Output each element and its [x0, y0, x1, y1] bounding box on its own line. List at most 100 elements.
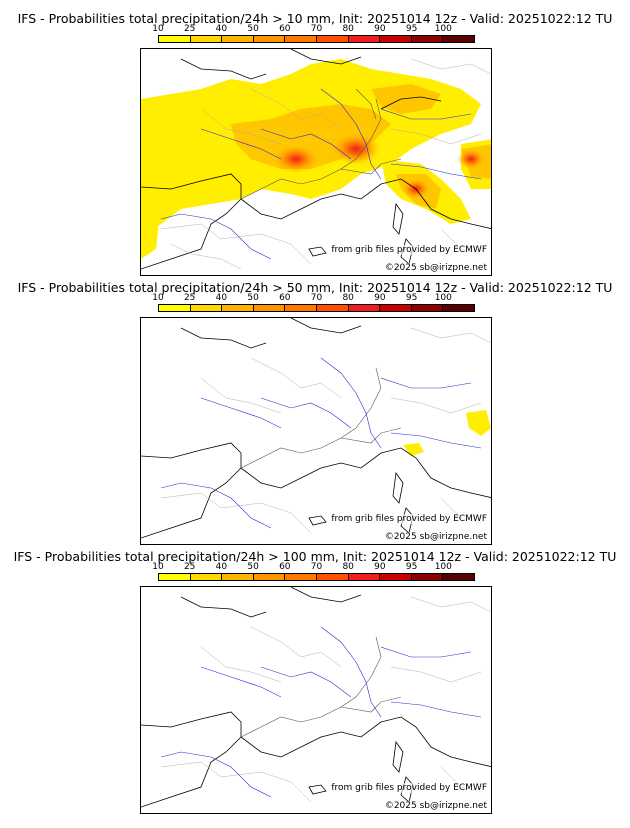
colorbar-tick-label: 10 [152, 562, 164, 572]
colorbar-swatch [443, 305, 474, 311]
copyright-credit: ©2025 sb@irizpne.net [384, 801, 487, 811]
colorbar-tick-label: 10 [152, 293, 164, 303]
colorbar-swatch [253, 305, 286, 311]
rivers [160, 626, 482, 798]
colorbar-labels: 10 25 40 50 60 70 80 90 95 100 [152, 24, 475, 35]
colorbar-tick-label: 80 [342, 24, 354, 34]
colorbar-swatch [380, 574, 412, 580]
precip-field-yellow [403, 410, 491, 456]
colorbar-swatch [159, 574, 191, 580]
colorbar-tick-label: 25 [183, 24, 196, 34]
colorbar-swatch [190, 305, 223, 311]
source-credit: from grib files provided by ECMWF [331, 783, 487, 793]
colorbar-swatch [316, 574, 349, 580]
colorbar-tick-label: 95 [405, 562, 418, 572]
coastline [141, 318, 491, 539]
colorbar-tick-label: 40 [215, 24, 228, 34]
colorbar-swatches [158, 304, 475, 312]
panel-title: IFS - Probabilities total precipitation/… [13, 549, 617, 564]
coastline [141, 587, 491, 808]
precip-map: from grib files provided by ECMWF ©2025 … [140, 317, 492, 545]
colorbar-tick-label: 80 [342, 293, 354, 303]
admin-lines [160, 596, 491, 803]
colorbar-tick-label: 40 [215, 562, 228, 572]
rivers [160, 357, 482, 529]
colorbar-swatch [222, 305, 254, 311]
colorbar-tick-label: 50 [247, 293, 259, 303]
source-credit: from grib files provided by ECMWF [331, 514, 487, 524]
precip-map: from grib files provided by ECMWF ©2025 … [140, 48, 492, 276]
borders [240, 636, 402, 738]
borders [240, 88, 402, 200]
colorbar-tick-label: 80 [342, 562, 354, 572]
colorbar-tick-label: 70 [310, 562, 323, 572]
colorbar-swatch [348, 305, 381, 311]
colorbar-swatch [159, 36, 191, 42]
colorbar-swatch [443, 574, 474, 580]
colorbar-labels: 10 25 40 50 60 70 80 90 95 100 [152, 293, 475, 304]
colorbar-swatch [316, 305, 349, 311]
colorbar-swatch [316, 36, 349, 42]
colorbar-swatch [285, 305, 317, 311]
colorbar-tick-label: 90 [374, 24, 386, 34]
copyright-credit: ©2025 sb@irizpne.net [384, 263, 487, 273]
colorbar-swatch [222, 36, 254, 42]
colorbar-tick-label: 25 [183, 562, 196, 572]
colorbar-swatch [285, 574, 317, 580]
colorbar-tick-label: 50 [247, 562, 259, 572]
colorbar-tick-label: 50 [247, 24, 259, 34]
colorbar-swatches [158, 573, 475, 581]
panel-50mm: IFS - Probabilities total precipitation/… [0, 280, 630, 550]
colorbar-tick-label: 90 [374, 293, 386, 303]
colorbar-swatch [285, 36, 317, 42]
admin-lines [160, 58, 491, 270]
precip-map: from grib files provided by ECMWF ©2025 … [140, 586, 492, 814]
panel-10mm: IFS - Probabilities total precipitation/… [0, 11, 630, 281]
colorbar: 10 25 40 50 60 70 80 90 95 100 [152, 562, 475, 585]
colorbar-swatch [443, 36, 474, 42]
colorbar-tick-label: 40 [215, 293, 228, 303]
colorbar-swatch [253, 574, 286, 580]
colorbar-swatch [380, 36, 412, 42]
colorbar-swatch [348, 574, 381, 580]
colorbar-tick-label: 95 [405, 24, 418, 34]
panel-100mm: IFS - Probabilities total precipitation/… [0, 549, 630, 819]
precip-hotspot [457, 149, 485, 169]
colorbar-tick-label: 60 [279, 293, 291, 303]
borders [240, 367, 402, 469]
colorbar-labels: 10 25 40 50 60 70 80 90 95 100 [152, 562, 475, 573]
map-svg [141, 49, 491, 270]
colorbar-tick-label: 70 [310, 24, 323, 34]
colorbar-tick-label: 10 [152, 24, 164, 34]
panel-title: IFS - Probabilities total precipitation/… [17, 280, 613, 295]
map-svg [141, 318, 491, 539]
colorbar: 10 25 40 50 60 70 80 90 95 100 [152, 293, 475, 316]
colorbar-tick-label: 100 [434, 293, 452, 303]
precip-hotspot [332, 133, 380, 165]
copyright-credit: ©2025 sb@irizpne.net [384, 532, 487, 542]
precip-hotspot [274, 145, 318, 173]
colorbar-tick-label: 100 [434, 562, 452, 572]
colorbar-tick-label: 90 [374, 562, 386, 572]
admin-lines [160, 327, 491, 534]
colorbar-swatch [253, 36, 286, 42]
colorbar: 10 25 40 50 60 70 80 90 95 100 [152, 24, 475, 47]
colorbar-tick-label: 25 [183, 293, 196, 303]
colorbar-swatch [190, 574, 223, 580]
colorbar-swatch [348, 36, 381, 42]
colorbar-tick-label: 100 [434, 24, 452, 34]
rivers [160, 88, 482, 260]
colorbar-swatch [411, 574, 444, 580]
colorbar-swatch [190, 36, 223, 42]
source-credit: from grib files provided by ECMWF [331, 245, 487, 255]
colorbar-tick-label: 60 [279, 24, 291, 34]
colorbar-swatch [411, 36, 444, 42]
map-svg [141, 587, 491, 808]
colorbar-swatch [380, 305, 412, 311]
colorbar-swatch [222, 574, 254, 580]
colorbar-tick-label: 70 [310, 293, 323, 303]
colorbar-tick-label: 60 [279, 562, 291, 572]
colorbar-swatch [411, 305, 444, 311]
panel-title: IFS - Probabilities total precipitation/… [17, 11, 613, 26]
colorbar-swatches [158, 35, 475, 43]
